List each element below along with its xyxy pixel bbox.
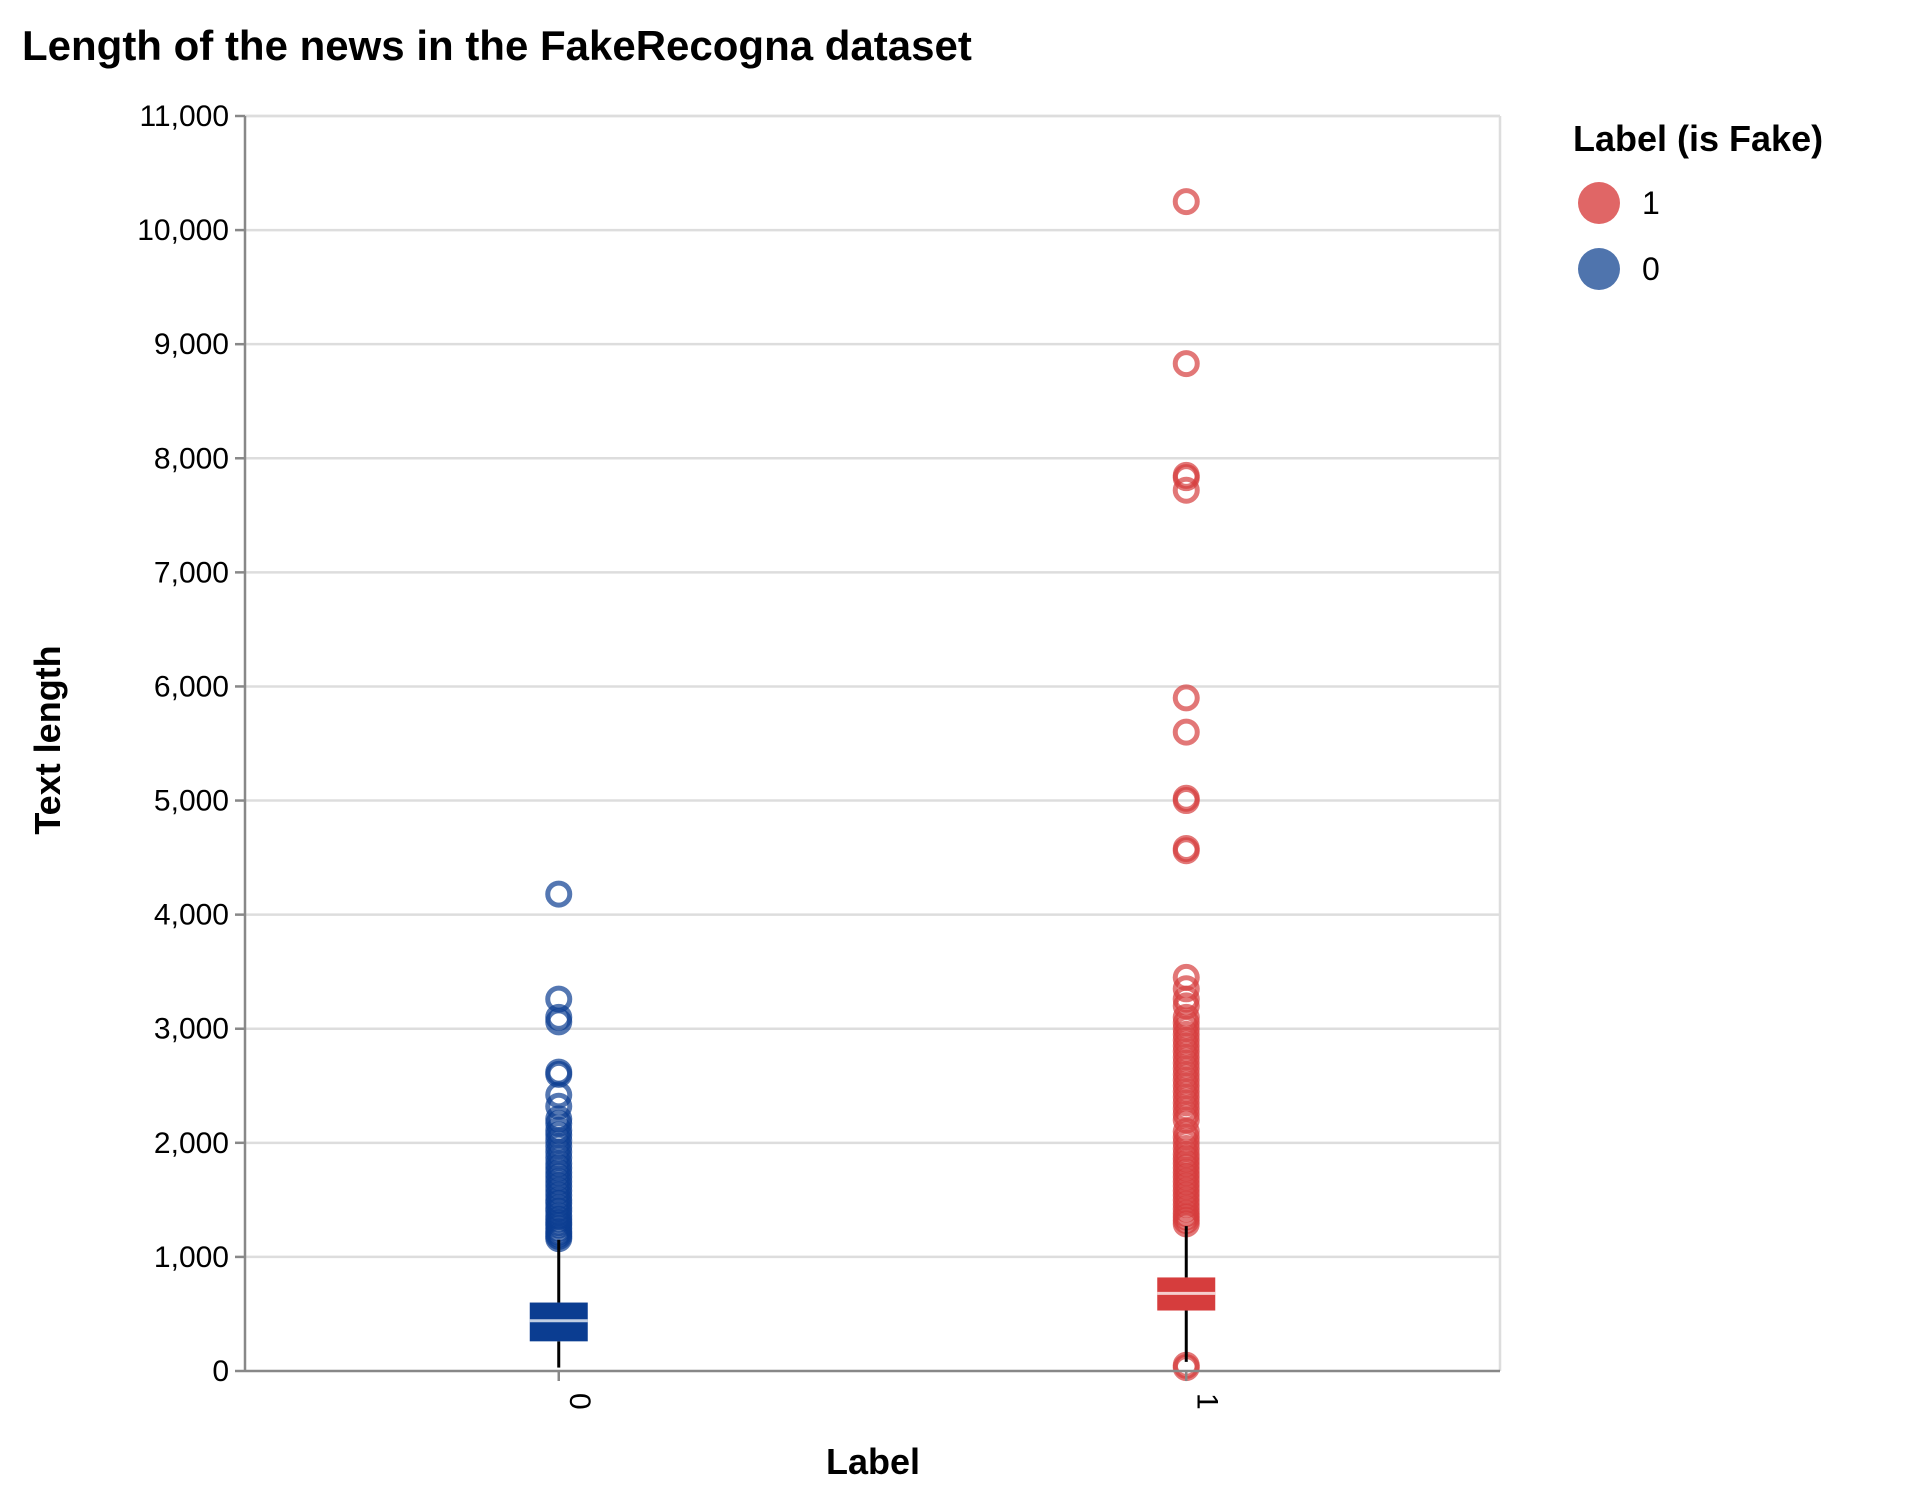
outlier-point [1172, 784, 1200, 812]
outlier-point [1172, 834, 1200, 862]
outlier-point [1172, 1003, 1200, 1031]
outlier-point [1172, 963, 1200, 991]
y-tick-label: 8,000 [154, 442, 229, 475]
outlier-point [545, 880, 573, 908]
legend-swatch [1578, 182, 1620, 224]
plot-area [529, 188, 1216, 1382]
y-tick-label: 3,000 [154, 1013, 229, 1046]
chart-title: Length of the news in the FakeRecogna da… [22, 22, 972, 69]
gridlines [245, 114, 1502, 1371]
y-tick-label: 7,000 [154, 556, 229, 589]
y-tick-label: 2,000 [154, 1127, 229, 1160]
y-axis-title: Text length [27, 645, 68, 834]
outlier-point [1172, 350, 1200, 378]
y-tick-label: 10,000 [137, 214, 229, 247]
x-tick-label: 1 [1190, 1393, 1223, 1410]
x-axis-title: Label [826, 1441, 920, 1482]
outlier-point [1172, 476, 1200, 504]
y-tick-label: 5,000 [154, 785, 229, 818]
legend-title: Label (is Fake) [1573, 118, 1823, 159]
y-tick-label: 1,000 [154, 1241, 229, 1274]
x-tick-label: 0 [563, 1393, 596, 1410]
y-axis-ticks: 0 1,000 2,000 3,000 4,000 5,000 6,000 7,000 8,00… [137, 100, 245, 1388]
outlier-point [545, 1058, 573, 1086]
legend-label: 1 [1642, 185, 1660, 221]
y-tick-label: 4,000 [154, 899, 229, 932]
legend: Label (is Fake) 1 0 [1573, 118, 1823, 290]
y-tick-label: 0 [212, 1355, 229, 1388]
outlier-point [1172, 461, 1200, 489]
legend-swatch [1578, 248, 1620, 290]
outlier-point [1172, 718, 1200, 746]
outlier-point [545, 1003, 573, 1031]
outlier-point [1172, 975, 1200, 1003]
outlier-point [545, 1092, 573, 1120]
boxplot-1 [1157, 188, 1216, 1382]
outlier-point [1172, 188, 1200, 216]
legend-label: 0 [1642, 251, 1660, 287]
y-tick-label: 6,000 [154, 670, 229, 703]
outlier-point [1172, 684, 1200, 712]
boxplot-0 [529, 880, 588, 1368]
axes [243, 116, 1500, 1373]
outlier-point [545, 985, 573, 1013]
y-tick-label: 11,000 [139, 100, 229, 133]
y-tick-label: 9,000 [154, 328, 229, 361]
